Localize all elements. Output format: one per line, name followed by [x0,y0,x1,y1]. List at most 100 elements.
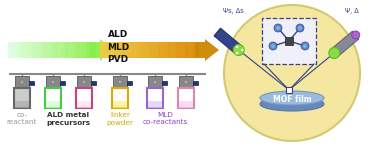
FancyArrow shape [183,42,185,58]
FancyArrow shape [125,42,127,58]
FancyArrow shape [105,42,107,58]
FancyArrow shape [12,42,15,58]
Bar [29,81,34,85]
FancyArrow shape [52,42,54,58]
Circle shape [51,80,55,84]
Circle shape [269,42,277,50]
FancyArrow shape [194,42,195,58]
Circle shape [82,80,86,84]
Bar [91,81,96,85]
FancyArrow shape [163,42,165,58]
FancyArrow shape [81,42,83,58]
FancyArrow shape [167,42,169,58]
FancyArrow shape [50,42,52,58]
FancyArrow shape [179,42,181,58]
Circle shape [20,80,24,84]
Bar [60,81,65,85]
FancyArrow shape [147,42,149,58]
Bar [76,88,92,108]
FancyArrow shape [169,42,170,58]
FancyArrow shape [150,42,152,58]
FancyArrow shape [143,42,145,58]
FancyArrow shape [56,42,59,58]
Bar [46,76,60,88]
Ellipse shape [260,97,324,111]
FancyArrow shape [122,42,124,58]
FancyArrow shape [184,42,187,58]
Bar [179,101,193,108]
FancyArrow shape [70,42,72,58]
FancyArrow shape [158,42,160,58]
Bar [113,76,127,88]
FancyArrow shape [87,42,90,58]
FancyArrow shape [32,42,35,58]
Bar [179,76,193,88]
FancyArrow shape [74,42,76,58]
FancyArrow shape [30,42,33,58]
FancyArrow shape [104,42,105,58]
FancyArrow shape [48,42,50,58]
Bar [45,88,61,108]
Text: ALD metal
precursors: ALD metal precursors [46,112,90,126]
FancyArrow shape [172,42,174,58]
FancyArrow shape [37,42,39,58]
FancyArrow shape [165,42,167,58]
Text: MOF film: MOF film [273,94,311,104]
Bar [178,88,194,108]
Bar [286,87,292,93]
Bar [112,88,128,108]
FancyArrow shape [78,42,81,58]
FancyArrow shape [127,42,129,58]
FancyArrow shape [41,42,43,58]
FancyArrow shape [54,42,57,58]
FancyArrow shape [136,42,138,58]
FancyArrow shape [149,42,150,58]
FancyArrow shape [131,42,133,58]
FancyArrow shape [197,42,199,58]
FancyArrow shape [102,42,104,58]
FancyArrow shape [34,42,37,58]
FancyArrow shape [176,42,178,58]
FancyArrow shape [43,42,46,58]
FancyArrow shape [21,42,24,58]
Circle shape [233,45,244,55]
FancyArrow shape [181,42,183,58]
FancyArrow shape [109,42,111,58]
Ellipse shape [260,91,324,105]
Circle shape [296,24,304,32]
Circle shape [235,46,238,48]
Circle shape [303,44,307,48]
FancyArrow shape [160,42,161,58]
Bar [77,76,91,88]
Circle shape [224,5,360,141]
Bar [148,76,162,88]
FancyArrow shape [192,42,194,58]
FancyArrow shape [195,39,219,61]
Circle shape [352,31,360,39]
FancyArrow shape [120,42,122,58]
Text: co-
reactant: co- reactant [7,112,37,126]
FancyArrow shape [170,42,172,58]
Text: linker
powder: linker powder [107,112,133,126]
FancyArrow shape [186,42,188,58]
Bar [113,101,127,108]
FancyArrow shape [23,42,26,58]
FancyArrow shape [145,42,147,58]
Text: Ψs, Δs: Ψs, Δs [223,8,243,14]
FancyArrow shape [111,42,113,58]
FancyArrow shape [132,42,135,58]
Bar [148,101,162,108]
FancyArrow shape [134,42,136,58]
Bar [147,88,163,108]
FancyArrow shape [39,42,41,58]
Bar [162,81,167,85]
FancyArrow shape [177,42,180,58]
FancyArrow shape [76,42,79,58]
Bar [15,76,29,88]
Polygon shape [214,28,242,54]
FancyArrow shape [67,42,70,58]
FancyArrow shape [65,42,68,58]
FancyArrow shape [72,42,74,58]
Polygon shape [331,31,359,57]
FancyArrow shape [116,42,118,58]
